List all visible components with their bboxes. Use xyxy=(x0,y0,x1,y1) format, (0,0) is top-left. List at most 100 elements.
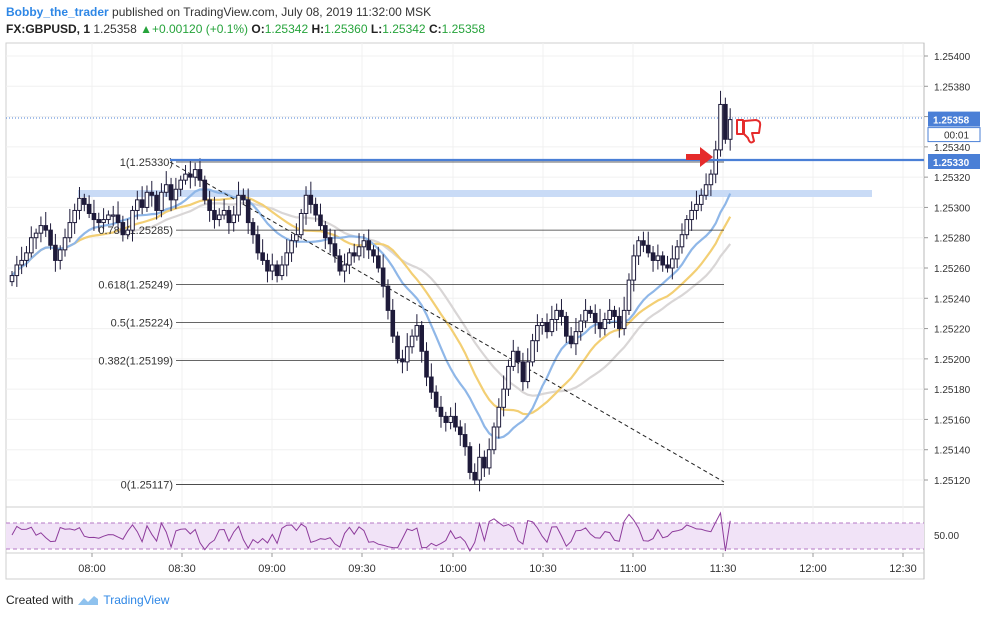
candle-body xyxy=(636,240,641,257)
candle-body xyxy=(448,415,453,423)
candle-body xyxy=(477,456,482,481)
candle-body xyxy=(419,325,424,352)
candle-body xyxy=(279,264,285,277)
candle-body xyxy=(674,246,680,260)
candle-body xyxy=(342,264,347,272)
candle-body xyxy=(491,426,497,451)
candle-body xyxy=(515,350,521,363)
candle-body xyxy=(48,229,53,246)
candle-body xyxy=(33,232,39,239)
candle-body xyxy=(602,318,608,330)
chart-header: Bobby_the_trader published on TradingVie… xyxy=(6,4,485,38)
price-tick-label: 1.25140 xyxy=(934,446,971,457)
thumbs-down-icon xyxy=(736,119,762,144)
symbol-label[interactable]: FX:GBPUSD, 1 xyxy=(6,22,91,36)
fib-level-label: 0.382(1.25199) xyxy=(98,355,173,367)
candle-body xyxy=(9,275,15,283)
candle-body xyxy=(665,264,670,269)
candle-body xyxy=(212,209,217,221)
candle-body xyxy=(429,376,434,393)
high-label: H: xyxy=(311,22,325,36)
candle-body xyxy=(539,322,545,327)
candle-body xyxy=(409,335,415,348)
price-tick-label: 1.25240 xyxy=(934,294,971,305)
candle-body xyxy=(443,415,449,423)
tradingview-link[interactable]: TradingView xyxy=(103,593,170,607)
candle-body xyxy=(226,209,232,224)
candle-body xyxy=(433,391,439,408)
candle-body xyxy=(708,173,714,186)
candle-body xyxy=(404,346,410,363)
candle-body xyxy=(371,249,376,257)
last-price-tag xyxy=(928,111,980,127)
high-value: 1.25360 xyxy=(324,22,368,36)
candle-body xyxy=(255,234,261,254)
candle-body xyxy=(284,252,290,266)
chart-frame xyxy=(5,42,925,580)
candle-body xyxy=(332,243,338,257)
price-tick-label: 1.25220 xyxy=(934,325,971,336)
candle-body xyxy=(24,252,29,261)
candle-body xyxy=(308,194,314,205)
candle-body xyxy=(53,244,58,261)
time-axis[interactable]: 08:00 08:30 09:00 09:30 10:00 10:30 11:00 11:30… xyxy=(78,553,917,575)
candle-body xyxy=(573,331,579,345)
open-label: O: xyxy=(251,22,265,36)
candle-body xyxy=(139,199,145,208)
candle-body xyxy=(101,219,106,224)
candle-body xyxy=(298,212,304,236)
candle-body xyxy=(482,456,487,469)
fib-level-label: 0.5(1.25224) xyxy=(111,318,173,330)
candle-body xyxy=(173,188,179,201)
candle-body xyxy=(241,194,246,201)
candle-body xyxy=(597,322,603,330)
candle-body xyxy=(82,197,87,205)
candle-body xyxy=(698,194,704,205)
trendline[interactable] xyxy=(169,161,725,483)
candle-body xyxy=(236,194,241,216)
candle-body xyxy=(549,318,555,333)
candle-body xyxy=(467,446,473,473)
candle-body xyxy=(351,252,357,257)
candle-body xyxy=(414,325,420,337)
rsi-tick-label: 50.00 xyxy=(934,531,959,542)
price-change: +0.00120 (+0.1%) xyxy=(151,22,249,36)
candle-body xyxy=(607,309,612,320)
candle-body xyxy=(457,426,463,436)
price-tick-label: 1.25340 xyxy=(934,143,971,154)
candle-body xyxy=(110,214,116,217)
candle-body xyxy=(207,199,212,211)
candle-body xyxy=(376,255,381,269)
candle-body xyxy=(612,309,617,317)
candle-body xyxy=(645,244,651,254)
candle-body xyxy=(168,184,174,201)
candle-body xyxy=(472,471,478,481)
candle-body xyxy=(216,214,222,221)
candle-body xyxy=(453,415,458,428)
candle-body xyxy=(535,325,540,342)
candle-body xyxy=(617,315,622,330)
candle-body xyxy=(337,255,343,272)
price-tick-label: 1.25400 xyxy=(934,52,971,63)
time-tick-label: 11:00 xyxy=(620,563,647,575)
candle-body xyxy=(621,309,627,330)
candle-body xyxy=(62,237,68,251)
time-tick-label: 08:30 xyxy=(168,563,196,575)
candle-body xyxy=(106,214,111,221)
fib-level-label: 0.786(1.25285) xyxy=(98,225,173,237)
candle-body xyxy=(520,361,526,383)
fibonacci-levels[interactable]: 1(1.25330) 0.786(1.25285) 0.618(1.25249) 0.… xyxy=(98,157,724,492)
candle-body xyxy=(506,365,511,390)
candle-body xyxy=(294,234,299,242)
price-tags: 1.25358 00:01 1.25330 xyxy=(927,111,981,169)
candle-body xyxy=(564,315,569,337)
candle-body xyxy=(390,309,396,337)
candle-body xyxy=(67,222,73,239)
price-tick-label: 1.25320 xyxy=(934,173,971,184)
candle-body xyxy=(559,309,564,317)
author-name[interactable]: Bobby_the_trader xyxy=(6,5,109,19)
price-tick-label: 1.25380 xyxy=(934,82,971,93)
low-label: L: xyxy=(370,22,383,36)
candle-body xyxy=(86,203,92,214)
